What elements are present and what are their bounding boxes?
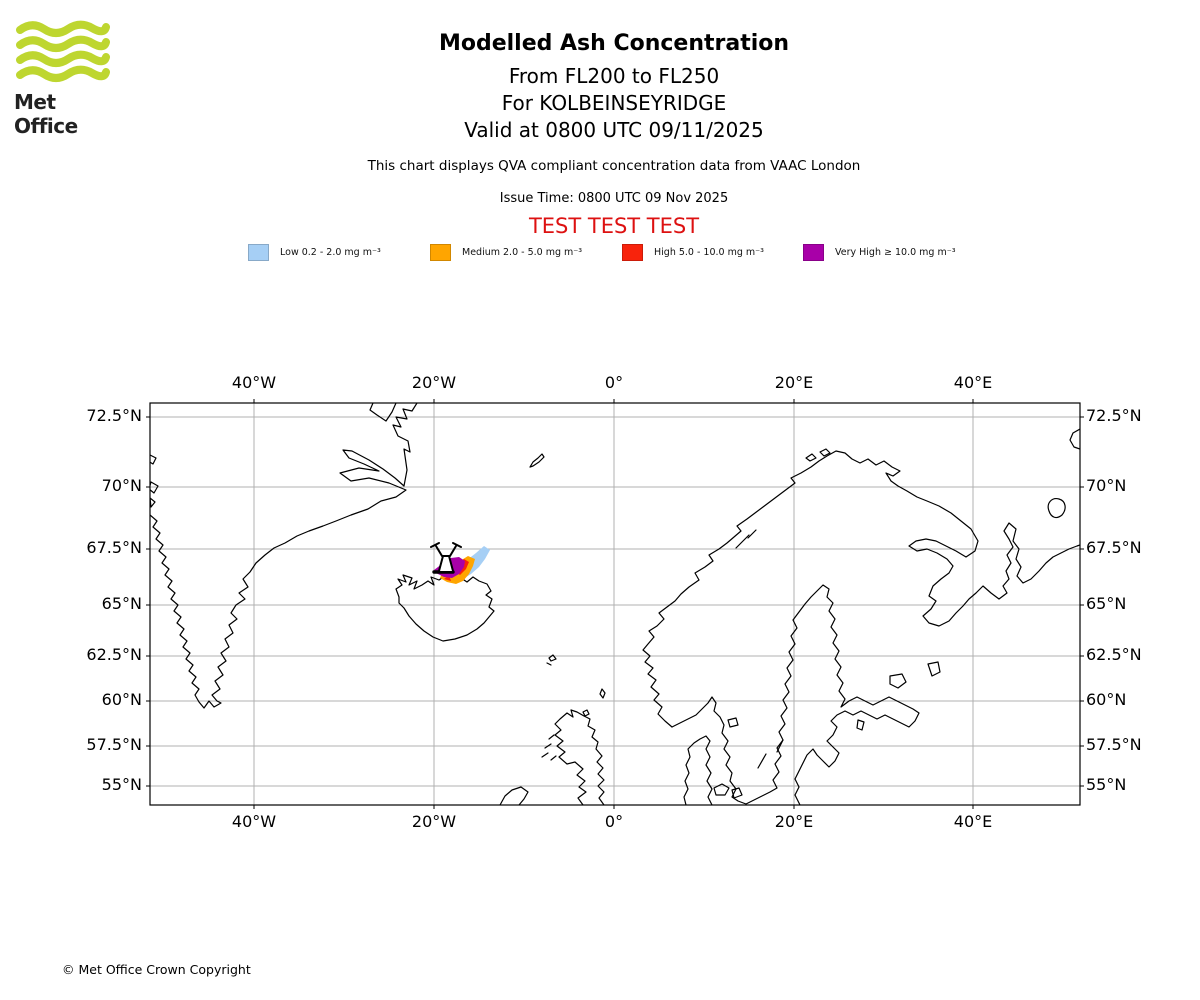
legend-swatch-very-high: [803, 244, 824, 261]
legend-swatch-high: [622, 244, 643, 261]
lat-label-right-70n: 70°N: [1086, 476, 1127, 495]
met-office-logo: Met Office: [14, 20, 124, 138]
map-frame: [146, 399, 1084, 809]
legend-item-medium: Medium 2.0 - 5.0 mg m⁻³: [430, 243, 615, 263]
lake-vanern: [727, 717, 739, 728]
lat-label-left-67-5n: 67.5°N: [86, 538, 142, 557]
map-svg: [146, 399, 1084, 809]
greenland-coastline: [150, 403, 418, 709]
legend-swatch-low: [248, 244, 269, 261]
legend-item-very-high: Very High ≥ 10.0 mg m⁻³: [803, 243, 993, 263]
graticule-grid: [150, 403, 1080, 805]
hebrides-islands: [541, 734, 557, 761]
kolguyev-island: [1047, 498, 1066, 519]
lake-onega: [927, 661, 941, 677]
legend-label-high: High 5.0 - 10.0 mg m⁻³: [654, 247, 764, 258]
iceland-coastline: [395, 573, 495, 642]
greenland-top-fjords: [369, 403, 397, 422]
gotland-oland-islands: [757, 739, 784, 769]
lat-label-left-70n: 70°N: [101, 476, 142, 495]
scotland-uk-coastline: [554, 709, 605, 805]
lon-label-bottom-20w: 20°W: [411, 812, 457, 831]
copyright-text: © Met Office Crown Copyright: [62, 962, 251, 977]
lon-label-bottom-40e: 40°E: [953, 812, 993, 831]
lat-label-right-57-5n: 57.5°N: [1086, 735, 1142, 754]
finnmark-islets: [805, 448, 831, 462]
lon-label-bottom-0: 0°: [604, 812, 624, 831]
lat-label-left-60n: 60°N: [101, 690, 142, 709]
lat-label-right-65n: 65°N: [1086, 594, 1127, 613]
lat-label-right-72-5n: 72.5°N: [1086, 406, 1142, 425]
coastlines: [150, 403, 1080, 805]
lofoten-islands: [735, 529, 757, 549]
lon-label-top-20w: 20°W: [411, 373, 457, 392]
issue-time: Issue Time: 0800 UTC 09 Nov 2025: [499, 191, 729, 206]
lat-label-right-60n: 60°N: [1086, 690, 1127, 709]
lon-label-top-40e: 40°E: [953, 373, 993, 392]
lon-label-bottom-20e: 20°E: [774, 812, 814, 831]
lat-label-left-57-5n: 57.5°N: [86, 735, 142, 754]
legend-label-low: Low 0.2 - 2.0 mg m⁻³: [280, 247, 381, 258]
page-title: Modelled Ash Concentration: [438, 31, 790, 56]
legend-swatch-medium: [430, 244, 451, 261]
lake-peipus: [856, 719, 865, 731]
met-office-wordmark: Met Office: [14, 90, 78, 138]
lon-label-bottom-40w: 40°W: [231, 812, 277, 831]
jan-mayen-island: [529, 453, 545, 468]
faroe-islands: [546, 654, 557, 666]
lat-label-right-55n: 55°N: [1086, 775, 1127, 794]
test-banner: TEST TEST TEST: [528, 214, 700, 238]
lon-label-top-20e: 20°E: [774, 373, 814, 392]
lon-label-top-0: 0°: [604, 373, 624, 392]
novaya-zemlya-fragment: [1069, 428, 1080, 450]
lat-label-left-65n: 65°N: [101, 594, 142, 613]
norway-barents-coastline: [642, 450, 1080, 728]
lat-label-right-67-5n: 67.5°N: [1086, 538, 1142, 557]
baltic-scandinavia-coastline: [671, 584, 920, 805]
legend-item-low: Low 0.2 - 2.0 mg m⁻³: [248, 243, 423, 263]
lon-label-top-40w: 40°W: [231, 373, 277, 392]
danish-isles: [713, 783, 743, 799]
legend-label-very-high: Very High ≥ 10.0 mg m⁻³: [835, 247, 956, 258]
lat-label-left-62-5n: 62.5°N: [86, 645, 142, 664]
lake-ladoga: [889, 673, 907, 689]
qva-disclaimer: This chart displays QVA compliant concen…: [367, 158, 861, 174]
subtitle-flight-levels: From FL200 to FL250: [508, 64, 720, 88]
lat-label-right-62-5n: 62.5°N: [1086, 645, 1142, 664]
subtitle-valid-time: Valid at 0800 UTC 09/11/2025: [464, 118, 764, 142]
subtitle-volcano: For KOLBEINSEYRIDGE: [501, 91, 727, 115]
lat-label-left-72-5n: 72.5°N: [86, 406, 142, 425]
legend-label-medium: Medium 2.0 - 5.0 mg m⁻³: [462, 247, 583, 258]
denmark-jutland-coastline: [683, 735, 713, 805]
shetland-orkney-islands: [582, 688, 606, 717]
lat-label-left-55n: 55°N: [101, 775, 142, 794]
ireland-coastline: [499, 786, 529, 805]
legend-item-high: High 5.0 - 10.0 mg m⁻³: [622, 243, 802, 263]
met-office-waves-icon: [16, 20, 110, 82]
volcano-icon: [430, 542, 462, 574]
